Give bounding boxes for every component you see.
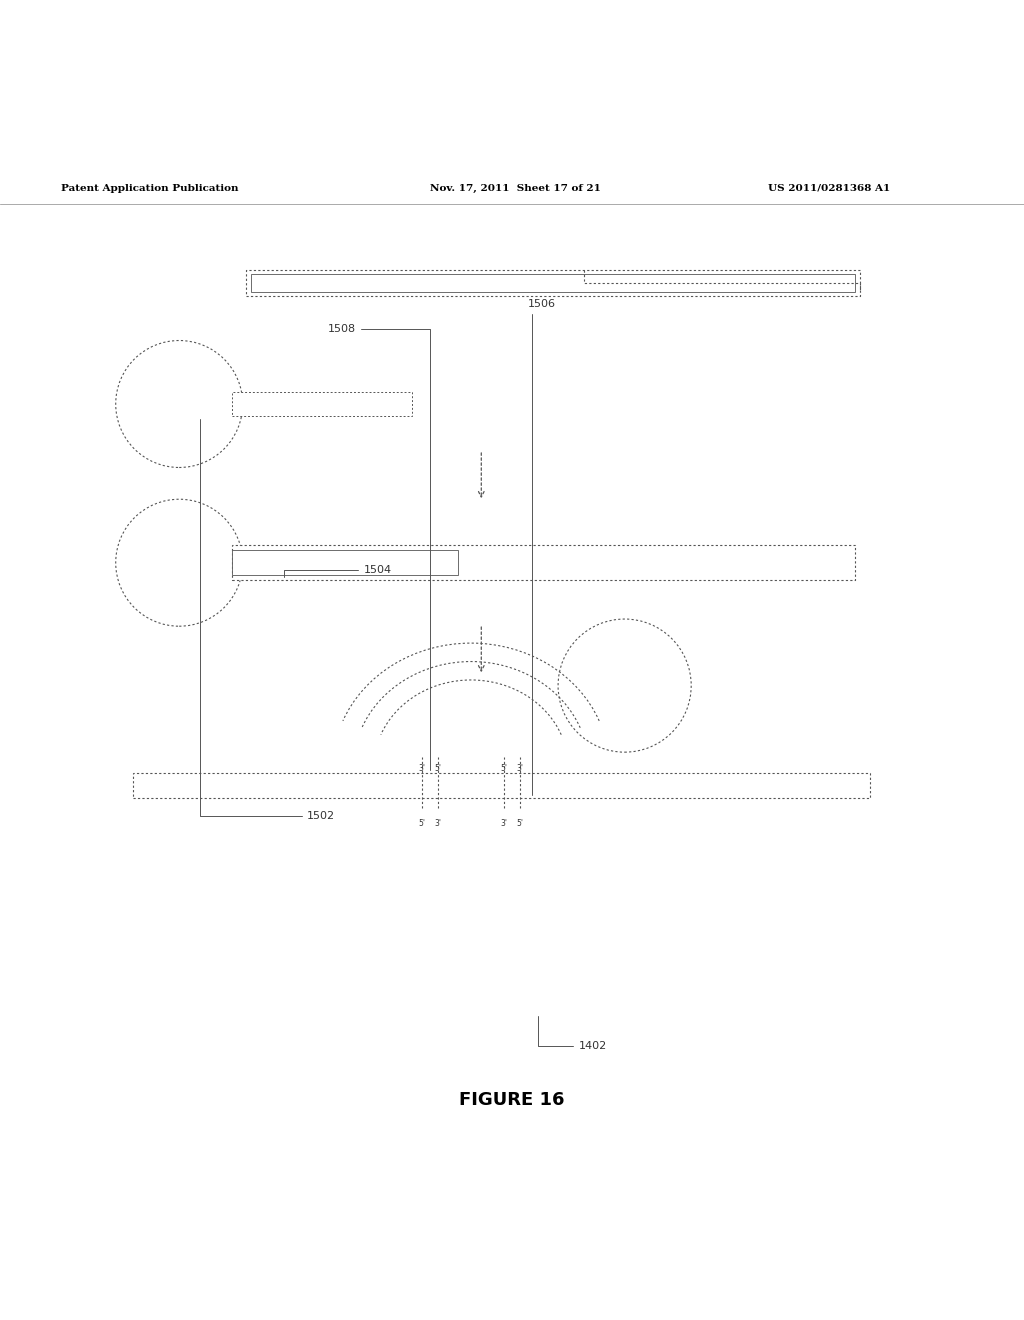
Text: FIGURE 16: FIGURE 16	[459, 1092, 565, 1109]
Text: 3': 3'	[435, 818, 441, 828]
FancyBboxPatch shape	[232, 392, 412, 416]
Text: 1402: 1402	[538, 1016, 607, 1051]
Text: US 2011/0281368 A1: US 2011/0281368 A1	[768, 183, 890, 193]
Text: 5': 5'	[435, 764, 441, 772]
Text: Patent Application Publication: Patent Application Publication	[61, 183, 239, 193]
Text: 3': 3'	[419, 764, 425, 772]
Text: 3': 3'	[501, 818, 507, 828]
FancyBboxPatch shape	[232, 545, 855, 579]
FancyBboxPatch shape	[251, 275, 855, 293]
FancyBboxPatch shape	[133, 772, 870, 799]
Text: 3': 3'	[517, 764, 523, 772]
Text: 5': 5'	[419, 818, 425, 828]
Text: 1506: 1506	[527, 298, 555, 796]
Text: 5': 5'	[501, 764, 507, 772]
Text: 1508: 1508	[328, 325, 430, 770]
FancyBboxPatch shape	[246, 269, 860, 297]
Text: Nov. 17, 2011  Sheet 17 of 21: Nov. 17, 2011 Sheet 17 of 21	[430, 183, 601, 193]
Text: 1504: 1504	[284, 565, 391, 577]
Text: 5': 5'	[517, 818, 523, 828]
FancyBboxPatch shape	[232, 550, 458, 576]
Text: 1502: 1502	[200, 418, 335, 821]
